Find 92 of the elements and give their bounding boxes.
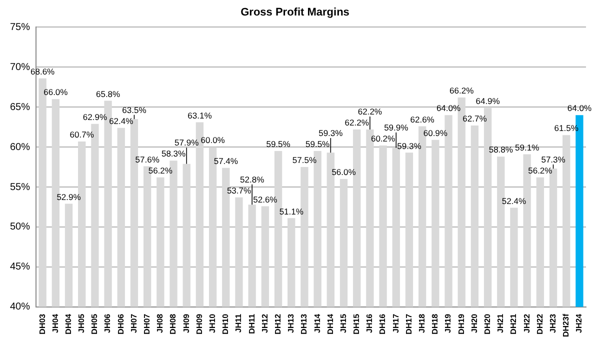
data-label: 62.7% [462, 114, 488, 124]
data-label: 60.2% [370, 134, 396, 144]
x-tick-label: DH10 [221, 313, 230, 334]
y-tick-label: 40% [10, 302, 30, 313]
data-label: 59.3% [318, 128, 344, 138]
x-tick-label: DH07 [142, 313, 152, 334]
x-tick-label: JH09 [182, 313, 191, 334]
y-tick-label: 65% [10, 102, 30, 113]
data-label: 58.3% [161, 148, 186, 159]
data-label: 56.2% [148, 166, 173, 176]
data-label: 51.1% [279, 206, 304, 216]
data-label: 66.2% [450, 86, 474, 96]
x-tick-label: JH08 [156, 313, 165, 334]
data-label: 56.0% [332, 167, 356, 178]
y-tick-label: 75% [10, 22, 30, 33]
data-label: 52.4% [502, 196, 526, 206]
data-label: 65.8% [96, 88, 121, 99]
x-tick-label: JH12 [260, 313, 270, 334]
data-label: 62.6% [410, 114, 435, 124]
x-tick-label: JH06 [103, 313, 112, 334]
x-tick-label: DH09 [194, 313, 204, 334]
y-tick-label: 60% [10, 142, 30, 153]
y-tick-label: 50% [10, 222, 30, 233]
x-tick-label: JH22 [522, 313, 532, 334]
y-tick-label: 70% [10, 62, 30, 73]
x-tick-label: JH05 [77, 313, 86, 334]
data-label: 62.2% [344, 118, 370, 128]
data-label: 60.9% [423, 128, 448, 138]
x-tick-label: DH14 [326, 313, 335, 334]
x-tick-label: DH18 [430, 313, 440, 334]
x-tick-label: JH04 [50, 313, 60, 334]
x-tick-label: DH17 [404, 313, 414, 334]
x-tick-label: DH20 [482, 313, 492, 334]
data-label: 57.3% [541, 154, 566, 165]
data-label: 58.8% [488, 144, 514, 155]
x-tick-label: DH15 [352, 313, 362, 334]
data-label: 64.0% [567, 103, 592, 114]
data-label: 62.2% [358, 106, 382, 117]
x-tick-label: JH21 [496, 313, 506, 334]
data-label: 56.2% [528, 166, 553, 176]
data-label: 59.5% [266, 139, 291, 150]
x-tick-label: DH03 [38, 313, 47, 334]
x-tick-label: DH11 [247, 313, 256, 334]
data-label: 64.0% [436, 103, 461, 114]
data-label: 52.8% [240, 174, 265, 184]
data-label: 60.7% [70, 130, 94, 140]
x-tick-label: JH16 [365, 313, 374, 334]
x-tick-label: JH20 [470, 313, 479, 334]
data-label: 66.0% [44, 87, 68, 98]
x-tick-label: DH12 [273, 313, 282, 334]
data-label: 63.5% [122, 104, 147, 115]
x-tick-label: JH17 [391, 313, 400, 334]
x-tick-label: JH07 [129, 313, 138, 334]
x-tick-label: DH13 [300, 313, 309, 334]
x-tick-label: DH22 [535, 313, 544, 334]
data-label: 64.9% [476, 96, 500, 106]
x-tick-label: JH23 [548, 313, 558, 334]
data-label: 57.6% [135, 154, 160, 164]
data-label: 59.1% [515, 142, 540, 152]
data-label: 57.5% [292, 155, 317, 166]
x-tick-label: DH06 [116, 313, 126, 334]
x-tick-label: JH18 [418, 313, 427, 334]
data-label: 59.5% [306, 139, 330, 150]
data-label: 63.1% [188, 110, 212, 120]
data-label: 59.3% [397, 140, 422, 151]
x-tick-label: DH04 [64, 313, 73, 334]
data-label: 60.0% [200, 135, 226, 146]
data-label: 57.9% [174, 138, 200, 148]
x-tick-label: DH08 [168, 313, 178, 334]
x-tick-label: DH19 [456, 313, 466, 334]
data-label: 59.9% [384, 122, 409, 133]
data-label: 62.4% [109, 116, 134, 126]
x-tick-label: DH23f [562, 314, 571, 338]
y-tick-label: 55% [10, 182, 30, 193]
x-tick-label: JH13 [286, 313, 296, 334]
data-label: 68.6% [30, 66, 56, 76]
x-tick-label: JH10 [208, 313, 217, 334]
x-tick-label: DH21 [509, 313, 518, 334]
x-tick-label: DH16 [378, 313, 388, 334]
data-label: 52.9% [56, 192, 82, 202]
data-label: 52.6% [253, 194, 278, 204]
x-tick-label: JH24 [574, 313, 584, 334]
x-tick-label: JH14 [312, 313, 322, 334]
x-tick-label: JH11 [234, 313, 244, 333]
data-label: 53.7% [226, 186, 252, 196]
data-label: 57.4% [214, 156, 238, 166]
x-tick-label: JH19 [444, 313, 453, 334]
x-tick-label: JH15 [338, 313, 348, 334]
chart-title: Gross Profit Margins [240, 6, 350, 19]
x-tick-label: DH05 [90, 313, 100, 334]
data-label: 62.9% [82, 112, 108, 122]
y-tick-label: 45% [10, 262, 30, 273]
